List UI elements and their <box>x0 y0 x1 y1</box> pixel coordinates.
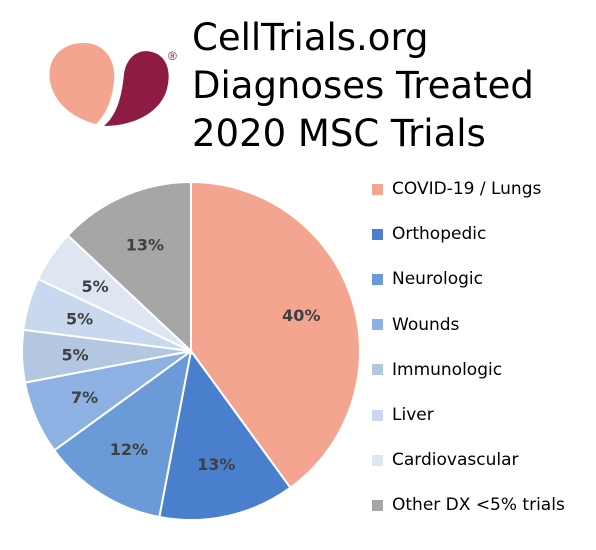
legend-item-4: Immunologic <box>372 359 502 381</box>
legend-item-6: Cardiovascular <box>372 449 518 471</box>
slice-percent-label-1: 13% <box>197 455 235 474</box>
legend-label-6: Cardiovascular <box>392 450 519 471</box>
slice-percent-label-3: 7% <box>71 388 98 407</box>
legend-swatch-2 <box>372 273 383 285</box>
legend-label-7: Other DX <5% trials <box>392 495 565 516</box>
pie-slice-7 <box>66 180 192 354</box>
legend-swatch-6 <box>372 454 383 466</box>
logo-right-drop <box>104 51 169 126</box>
pie-labels: 40% 13% 12% 7% 5% 5% 5% 13% <box>61 236 320 475</box>
legend-swatch-7 <box>372 499 383 511</box>
chart-title: CellTrials.org Diagnoses Treated 2020 MS… <box>192 14 592 158</box>
logo-left-drop <box>49 43 115 124</box>
legend-item-3: Wounds <box>372 314 459 336</box>
legend-item-7: Other DX <5% trials <box>372 494 565 516</box>
title-line-3: 2020 MSC Trials <box>192 112 486 155</box>
slice-percent-label-2: 12% <box>110 440 148 459</box>
legend-item-5: Liver <box>372 404 434 426</box>
title-line-1: CellTrials.org <box>192 16 429 59</box>
slice-percent-label-4: 5% <box>61 346 88 365</box>
legend-label-3: Wounds <box>392 314 460 335</box>
pie-slice-2 <box>52 348 193 519</box>
registered-mark: ® <box>168 49 177 63</box>
title-line-2: Diagnoses Treated <box>192 64 534 107</box>
legend-label-5: Liver <box>392 405 434 425</box>
legend-item-2: Neurologic <box>372 268 483 290</box>
legend-swatch-4 <box>372 364 383 376</box>
legend-label-4: Immunologic <box>392 359 503 380</box>
legend-label-1: Orthopedic <box>392 224 487 245</box>
legend-label-2: Neurologic <box>392 269 483 290</box>
legend-item-0: COVID-19 / Lungs <box>372 178 541 200</box>
slice-percent-label-7: 13% <box>126 236 164 255</box>
legend-swatch-5 <box>372 409 383 421</box>
slice-percent-label-6: 5% <box>81 277 108 296</box>
legend-swatch-3 <box>372 319 383 331</box>
celltrials-logo: ® <box>49 43 177 126</box>
pie-slice-1 <box>158 348 292 521</box>
legend-label-0: COVID-19 / Lungs <box>392 179 542 199</box>
slice-percent-label-0: 40% <box>282 306 320 325</box>
pie-slice-0 <box>190 180 361 490</box>
legend-swatch-1 <box>372 228 383 240</box>
slice-percent-label-5: 5% <box>66 310 93 329</box>
pie-slices <box>21 180 361 521</box>
legend-swatch-0 <box>372 183 383 195</box>
legend-item-1: Orthopedic <box>372 223 486 245</box>
